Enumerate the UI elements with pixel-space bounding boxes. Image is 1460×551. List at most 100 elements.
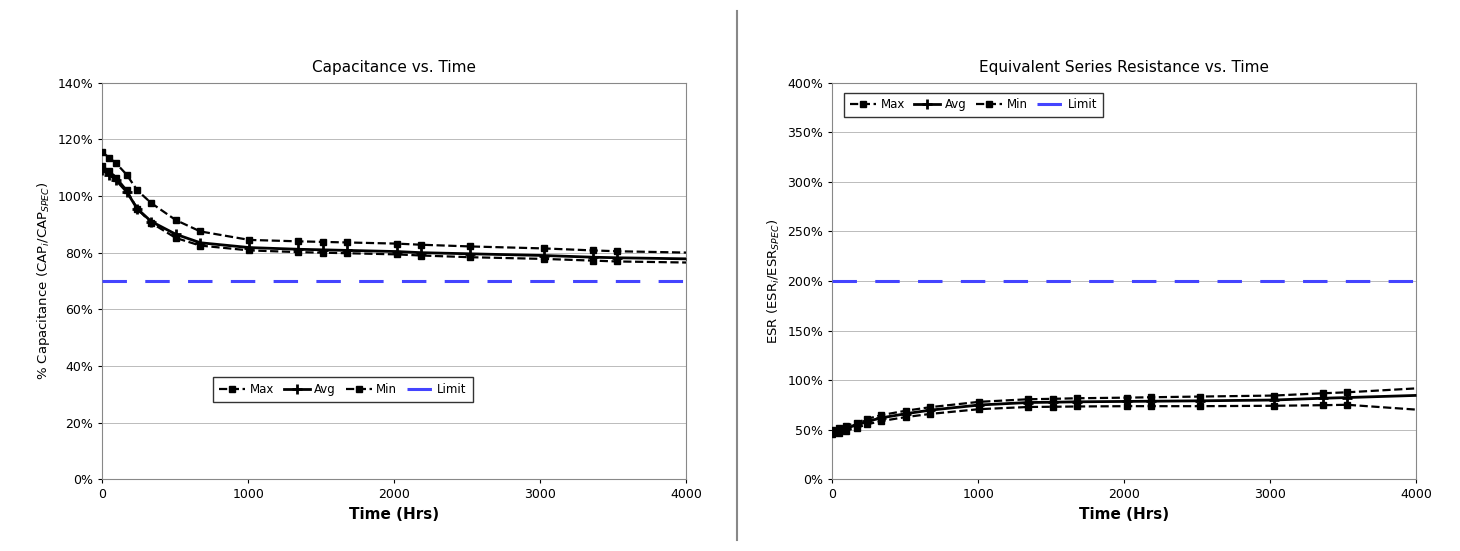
- Min: [166, 235, 184, 241]
- Avg: [1339, 395, 1356, 401]
- Y-axis label: % Capacitance (CAP$_i$/CAP$_{SPEC}$): % Capacitance (CAP$_i$/CAP$_{SPEC}$): [35, 182, 51, 380]
- Min: [1044, 403, 1061, 410]
- Avg: [1118, 398, 1136, 405]
- Avg: [1412, 392, 1429, 398]
- Avg: [609, 255, 626, 261]
- Legend: Max, Avg, Min, Limit: Max, Avg, Min, Limit: [213, 377, 473, 402]
- Min: [1019, 404, 1037, 410]
- Min: [1142, 403, 1159, 409]
- Min: [1339, 402, 1356, 408]
- Max: [1191, 393, 1209, 400]
- Min: [1264, 402, 1282, 409]
- Max: [289, 238, 307, 245]
- Min: [1191, 403, 1209, 409]
- Max: [1019, 396, 1037, 403]
- Min: [461, 254, 479, 261]
- Avg: [534, 252, 552, 259]
- Min: [1412, 407, 1429, 413]
- Min: [896, 414, 914, 420]
- Max: [921, 404, 939, 410]
- Max: [1118, 395, 1136, 401]
- Max: [1339, 389, 1356, 396]
- Max: [388, 240, 406, 247]
- Min: [241, 247, 258, 253]
- Min: [1069, 403, 1086, 410]
- Min: [191, 242, 209, 249]
- Min: [682, 260, 699, 266]
- Max: [1264, 392, 1282, 399]
- Max: [823, 426, 841, 433]
- Max: [241, 236, 258, 243]
- Max: [584, 247, 602, 253]
- Min: [1314, 402, 1332, 408]
- Max: [461, 243, 479, 250]
- Max: [166, 217, 184, 223]
- Max: [609, 248, 626, 255]
- Title: Equivalent Series Resistance vs. Time: Equivalent Series Resistance vs. Time: [980, 60, 1269, 74]
- Avg: [1314, 395, 1332, 402]
- Line: Max: Max: [829, 385, 1424, 433]
- Max: [873, 412, 891, 418]
- Max: [1142, 394, 1159, 401]
- Min: [838, 427, 856, 434]
- Avg: [93, 167, 111, 174]
- Min: [388, 251, 406, 258]
- Max: [1069, 395, 1086, 402]
- Avg: [858, 418, 876, 425]
- Min: [858, 421, 876, 428]
- Avg: [1191, 397, 1209, 404]
- X-axis label: Time (Hrs): Time (Hrs): [349, 507, 439, 522]
- Max: [682, 250, 699, 256]
- Avg: [831, 427, 848, 434]
- Line: Min: Min: [99, 164, 693, 266]
- Min: [128, 206, 146, 212]
- Avg: [838, 425, 856, 431]
- Min: [921, 410, 939, 417]
- Avg: [1019, 399, 1037, 406]
- Avg: [1044, 399, 1061, 406]
- Max: [896, 407, 914, 414]
- Min: [108, 174, 126, 181]
- Avg: [412, 250, 429, 256]
- Avg: [241, 244, 258, 251]
- Avg: [823, 429, 841, 435]
- Avg: [584, 254, 602, 261]
- Min: [534, 256, 552, 262]
- Avg: [289, 246, 307, 252]
- Min: [93, 163, 111, 170]
- Min: [971, 406, 988, 413]
- Min: [609, 258, 626, 265]
- Max: [831, 425, 848, 431]
- Min: [848, 424, 866, 431]
- Line: Avg: Avg: [828, 391, 1426, 437]
- Max: [191, 228, 209, 235]
- Min: [289, 249, 307, 256]
- Avg: [166, 231, 184, 237]
- Avg: [682, 256, 699, 262]
- Avg: [848, 422, 866, 428]
- Avg: [191, 240, 209, 246]
- Max: [1314, 390, 1332, 397]
- Line: Max: Max: [99, 149, 693, 256]
- Avg: [314, 246, 331, 253]
- Max: [339, 239, 356, 246]
- Avg: [1069, 398, 1086, 405]
- Max: [412, 241, 429, 248]
- Max: [1044, 396, 1061, 402]
- Avg: [461, 251, 479, 257]
- Avg: [128, 206, 146, 212]
- Avg: [143, 218, 161, 225]
- Max: [143, 200, 161, 207]
- Min: [339, 250, 356, 257]
- Max: [101, 154, 118, 161]
- Y-axis label: ESR (ESR$_i$/ESR$_{SPEC}$): ESR (ESR$_i$/ESR$_{SPEC}$): [765, 218, 781, 344]
- Avg: [921, 407, 939, 413]
- Avg: [101, 171, 118, 178]
- Max: [971, 398, 988, 405]
- Line: Avg: Avg: [98, 166, 696, 264]
- Legend: Max, Avg, Min, Limit: Max, Avg, Min, Limit: [844, 93, 1104, 117]
- Avg: [1264, 397, 1282, 403]
- Min: [1118, 403, 1136, 409]
- Max: [108, 160, 126, 167]
- Avg: [388, 249, 406, 255]
